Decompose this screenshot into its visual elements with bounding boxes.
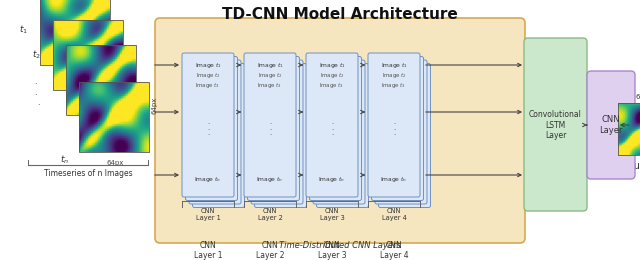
Text: Image $t_2$: Image $t_2$ <box>196 71 220 80</box>
FancyBboxPatch shape <box>155 18 525 243</box>
Bar <box>40 0 110 65</box>
FancyBboxPatch shape <box>244 53 296 197</box>
Bar <box>53 20 123 90</box>
Text: TD-CNN Model Architecture: TD-CNN Model Architecture <box>222 7 458 22</box>
Bar <box>66 45 136 115</box>
Text: CNN
Layer 4: CNN Layer 4 <box>381 208 406 221</box>
Text: Image $t_2$: Image $t_2$ <box>381 71 406 80</box>
Text: CNN
Layer 1: CNN Layer 1 <box>194 241 222 260</box>
Text: CNN
Layer 4: CNN Layer 4 <box>380 241 408 260</box>
Bar <box>79 82 149 152</box>
FancyBboxPatch shape <box>313 60 365 204</box>
Text: Time-Distributed CNN Layers: Time-Distributed CNN Layers <box>279 241 401 250</box>
Text: $t_n$: $t_n$ <box>60 153 70 166</box>
Text: 64px: 64px <box>106 160 124 166</box>
FancyBboxPatch shape <box>255 63 307 207</box>
Text: Output: Output <box>627 161 640 171</box>
Text: Image $t_n$: Image $t_n$ <box>380 175 408 184</box>
Text: CNN
Layer 2: CNN Layer 2 <box>256 241 284 260</box>
Text: ·
·
·: · · · <box>269 121 271 139</box>
Text: CNN
Layer 1: CNN Layer 1 <box>196 208 220 221</box>
FancyBboxPatch shape <box>193 63 244 207</box>
FancyBboxPatch shape <box>310 56 362 200</box>
FancyBboxPatch shape <box>368 53 420 197</box>
Text: Image $t_3$: Image $t_3$ <box>319 81 344 90</box>
FancyBboxPatch shape <box>251 60 303 204</box>
Text: $t_2$: $t_2$ <box>32 49 41 61</box>
FancyBboxPatch shape <box>248 56 300 200</box>
Text: CNN
Layer 3: CNN Layer 3 <box>319 208 344 221</box>
Text: Image $t_3$: Image $t_3$ <box>195 81 221 90</box>
FancyBboxPatch shape <box>189 60 241 204</box>
Text: CNN
Layer: CNN Layer <box>599 115 623 135</box>
Text: $t_1$: $t_1$ <box>19 24 28 36</box>
Text: CNN
Layer 2: CNN Layer 2 <box>257 208 282 221</box>
Text: ·
·
·: · · · <box>331 121 333 139</box>
Text: Image $t_3$: Image $t_3$ <box>257 81 282 90</box>
Text: Image $t_n$: Image $t_n$ <box>257 175 284 184</box>
Text: Image $t_1$: Image $t_1$ <box>381 61 408 70</box>
Text: Convolutional
LSTM
Layer: Convolutional LSTM Layer <box>529 110 582 140</box>
FancyBboxPatch shape <box>306 53 358 197</box>
Text: Image $t_n$: Image $t_n$ <box>319 175 346 184</box>
Text: ·
·
·: · · · <box>207 121 209 139</box>
Text: CNN
Layer 3: CNN Layer 3 <box>317 241 346 260</box>
FancyBboxPatch shape <box>182 53 234 197</box>
Text: Image $t_n$: Image $t_n$ <box>195 175 221 184</box>
Text: Timeseries of n Images: Timeseries of n Images <box>44 169 132 178</box>
Text: Image $t_1$: Image $t_1$ <box>195 61 221 70</box>
Bar <box>618 103 640 155</box>
FancyBboxPatch shape <box>375 60 427 204</box>
FancyBboxPatch shape <box>587 71 635 179</box>
FancyBboxPatch shape <box>371 56 424 200</box>
Text: 64pc: 64pc <box>636 94 640 100</box>
Text: Image $t_3$: Image $t_3$ <box>381 81 406 90</box>
Text: Image $t_1$: Image $t_1$ <box>319 61 346 70</box>
Text: Image $t_2$: Image $t_2$ <box>319 71 344 80</box>
FancyBboxPatch shape <box>317 63 369 207</box>
Text: Image $t_2$: Image $t_2$ <box>257 71 282 80</box>
FancyBboxPatch shape <box>378 63 431 207</box>
FancyBboxPatch shape <box>524 38 587 211</box>
Text: 64px: 64px <box>152 96 158 114</box>
Text: Image $t_1$: Image $t_1$ <box>257 61 284 70</box>
FancyBboxPatch shape <box>186 56 237 200</box>
Text: · 
· 
·: · · · <box>35 80 40 110</box>
Text: ·
·
·: · · · <box>393 121 395 139</box>
